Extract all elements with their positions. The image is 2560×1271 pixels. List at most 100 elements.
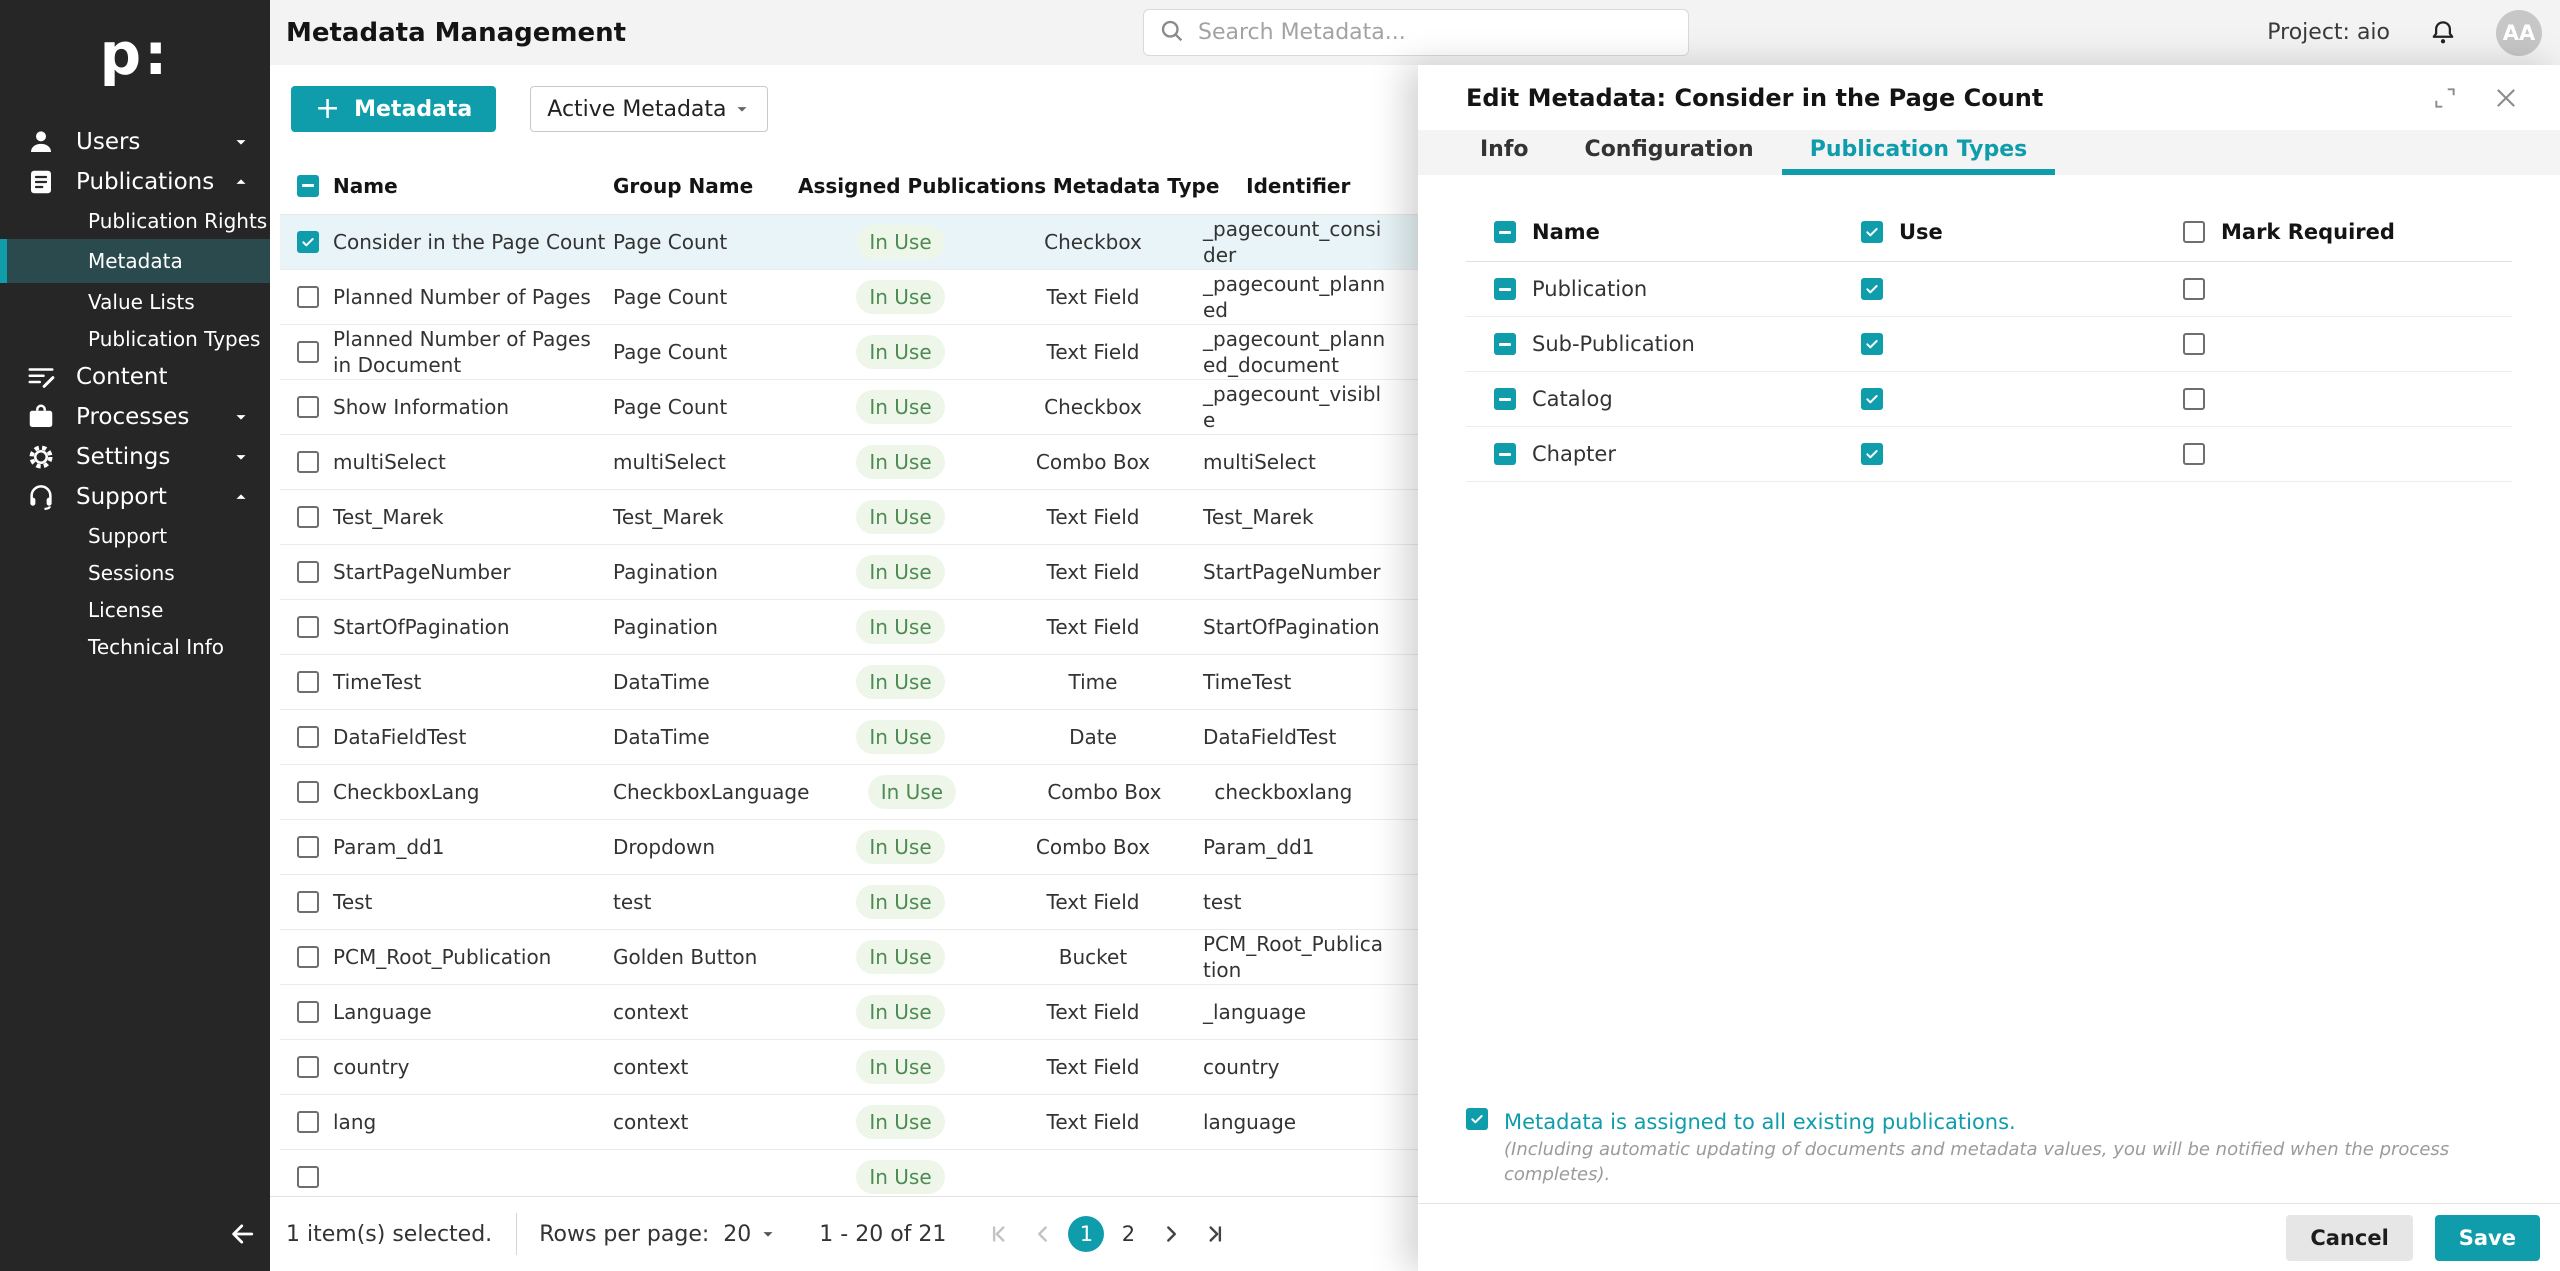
mark-required-checkbox[interactable] bbox=[2183, 443, 2205, 465]
cell-group-name: Page Count bbox=[613, 395, 728, 419]
pub-type-checkbox[interactable] bbox=[1494, 443, 1516, 465]
pub-type-checkbox[interactable] bbox=[1494, 278, 1516, 300]
row-checkbox[interactable] bbox=[297, 1111, 319, 1133]
status-badge: In Use bbox=[856, 225, 945, 259]
pub-type-checkbox[interactable] bbox=[1494, 333, 1516, 355]
use-all-checkbox[interactable] bbox=[1861, 221, 1883, 243]
table-row[interactable]: lang context In Use Text Field language bbox=[280, 1095, 2550, 1150]
mark-required-checkbox[interactable] bbox=[2183, 278, 2205, 300]
cell-metadata-type: Text Field bbox=[1046, 505, 1140, 529]
row-checkbox[interactable] bbox=[297, 671, 319, 693]
row-checkbox[interactable] bbox=[297, 946, 319, 968]
pub-type-row[interactable]: Catalog bbox=[1466, 372, 2512, 427]
use-checkbox[interactable] bbox=[1861, 388, 1883, 410]
cell-metadata-type: Combo Box bbox=[1035, 450, 1151, 474]
page-button-1[interactable]: 1 bbox=[1068, 1216, 1105, 1252]
tab-publication-types[interactable]: Publication Types bbox=[1781, 130, 2056, 175]
select-all-pub-types-checkbox[interactable] bbox=[1494, 221, 1516, 243]
sidebar-subitem-publication-rights[interactable]: Publication Rights bbox=[0, 202, 270, 239]
table-row[interactable]: StartOfPagination Pagination In Use Text Fi… bbox=[280, 600, 2550, 655]
row-checkbox[interactable] bbox=[297, 231, 319, 253]
sidebar-subitem-sessions[interactable]: Sessions bbox=[0, 554, 270, 591]
row-checkbox[interactable] bbox=[297, 1056, 319, 1078]
sidebar-subitem-support[interactable]: Support bbox=[0, 517, 270, 554]
select-all-checkbox[interactable] bbox=[297, 174, 319, 197]
table-row[interactable]: multiSelect multiSelect In Use Combo Box mul… bbox=[280, 435, 2550, 490]
mark-required-checkbox[interactable] bbox=[2183, 333, 2205, 355]
sidebar-item-users[interactable]: Users bbox=[0, 122, 270, 162]
sidebar-item-settings[interactable]: Settings bbox=[0, 437, 270, 477]
tab-info[interactable]: Info bbox=[1480, 137, 1529, 162]
sidebar-subitem-value-lists[interactable]: Value Lists bbox=[0, 283, 270, 320]
sidebar-subitem-publication-types[interactable]: Publication Types bbox=[0, 320, 270, 357]
sidebar-subitem-metadata[interactable]: Metadata bbox=[0, 239, 270, 283]
sidebar-subitem-license[interactable]: License bbox=[0, 591, 270, 628]
row-checkbox[interactable] bbox=[297, 836, 319, 858]
tab-configuration[interactable]: Configuration bbox=[1584, 137, 1754, 162]
row-checkbox[interactable] bbox=[297, 781, 319, 803]
cell-identifier: _pagecount_visible bbox=[1203, 382, 1381, 432]
last-page-button[interactable] bbox=[1196, 1215, 1234, 1253]
rows-per-page-select[interactable]: 20 bbox=[723, 1222, 777, 1247]
table-row[interactable]: PCM_Root_Publication Golden Button In Use B… bbox=[280, 930, 2550, 985]
close-icon[interactable] bbox=[2492, 84, 2520, 112]
first-page-button[interactable] bbox=[980, 1215, 1018, 1253]
row-checkbox[interactable] bbox=[297, 341, 319, 363]
pub-type-checkbox[interactable] bbox=[1494, 388, 1516, 410]
cell-group-name: test bbox=[613, 890, 652, 914]
previous-page-button[interactable] bbox=[1024, 1215, 1062, 1253]
use-checkbox[interactable] bbox=[1861, 278, 1883, 300]
sidebar-subitem-technical-info[interactable]: Technical Info bbox=[0, 628, 270, 665]
row-checkbox[interactable] bbox=[297, 286, 319, 308]
row-checkbox[interactable] bbox=[297, 726, 319, 748]
pub-type-row[interactable]: Chapter bbox=[1466, 427, 2512, 482]
notifications-bell-icon[interactable] bbox=[2428, 18, 2458, 48]
user-avatar[interactable]: AA bbox=[2496, 9, 2542, 56]
table-row[interactable]: Show Information Page Count In Use Checkbox… bbox=[280, 380, 2550, 435]
table-row[interactable]: Test test In Use Text Field test bbox=[280, 875, 2550, 930]
row-checkbox[interactable] bbox=[297, 451, 319, 473]
cell-identifier: _pagecount_planned_document bbox=[1203, 327, 1386, 377]
status-badge: In Use bbox=[856, 280, 945, 314]
table-row[interactable]: Test_Marek Test_Marek In Use Text Field Test… bbox=[280, 490, 2550, 545]
row-checkbox[interactable] bbox=[297, 506, 319, 528]
add-metadata-button[interactable]: + Metadata bbox=[291, 86, 497, 132]
row-checkbox[interactable] bbox=[297, 1001, 319, 1023]
mark-required-checkbox[interactable] bbox=[2183, 388, 2205, 410]
table-row[interactable]: CheckboxLang CheckboxLanguage In Use Combo … bbox=[280, 765, 2550, 820]
table-row[interactable]: Planned Number of Pages in Document Page … bbox=[280, 325, 2550, 380]
page-button-2[interactable]: 2 bbox=[1121, 1222, 1136, 1246]
pub-type-row[interactable]: Publication bbox=[1466, 262, 2512, 317]
table-row[interactable]: DataFieldTest DataTime In Use Date DataField… bbox=[280, 710, 2550, 765]
assign-all-checkbox[interactable] bbox=[1466, 1108, 1488, 1131]
pub-type-row[interactable]: Sub-Publication bbox=[1466, 317, 2512, 372]
table-row[interactable]: Planned Number of Pages Page Count In Use T… bbox=[280, 270, 2550, 325]
save-button[interactable]: Save bbox=[2434, 1214, 2540, 1261]
sidebar-item-support[interactable]: Support bbox=[0, 477, 270, 517]
row-checkbox[interactable] bbox=[297, 1166, 319, 1188]
next-page-button[interactable] bbox=[1152, 1215, 1190, 1253]
metadata-filter-select[interactable]: Active Metadata bbox=[530, 86, 769, 132]
expand-icon[interactable] bbox=[2432, 85, 2458, 111]
search-input[interactable] bbox=[1198, 20, 1674, 45]
table-row[interactable]: In Use bbox=[280, 1150, 2550, 1196]
row-checkbox[interactable] bbox=[297, 616, 319, 638]
pub-type-name: Chapter bbox=[1532, 442, 1616, 466]
cancel-button[interactable]: Cancel bbox=[2286, 1214, 2413, 1261]
table-row[interactable]: country context In Use Text Field country bbox=[280, 1040, 2550, 1095]
table-row[interactable]: Param_dd1 Dropdown In Use Combo Box Param_dd… bbox=[280, 820, 2550, 875]
mark-required-all-checkbox[interactable] bbox=[2183, 221, 2205, 243]
use-checkbox[interactable] bbox=[1861, 443, 1883, 465]
chevron-down-icon bbox=[733, 100, 751, 118]
sidebar-item-processes[interactable]: Processes bbox=[0, 397, 270, 437]
sidebar-item-publications[interactable]: Publications bbox=[0, 162, 270, 202]
use-checkbox[interactable] bbox=[1861, 333, 1883, 355]
row-checkbox[interactable] bbox=[297, 891, 319, 913]
row-checkbox[interactable] bbox=[297, 561, 319, 583]
table-row[interactable]: Language context In Use Text Field _language bbox=[280, 985, 2550, 1040]
sidebar-item-content[interactable]: Content bbox=[0, 357, 270, 397]
collapse-sidebar-button[interactable] bbox=[228, 1219, 258, 1253]
table-row[interactable]: TimeTest DataTime In Use Time TimeTest bbox=[280, 655, 2550, 710]
row-checkbox[interactable] bbox=[297, 396, 319, 418]
table-row[interactable]: StartPageNumber Pagination In Use Text Fiel… bbox=[280, 545, 2550, 600]
